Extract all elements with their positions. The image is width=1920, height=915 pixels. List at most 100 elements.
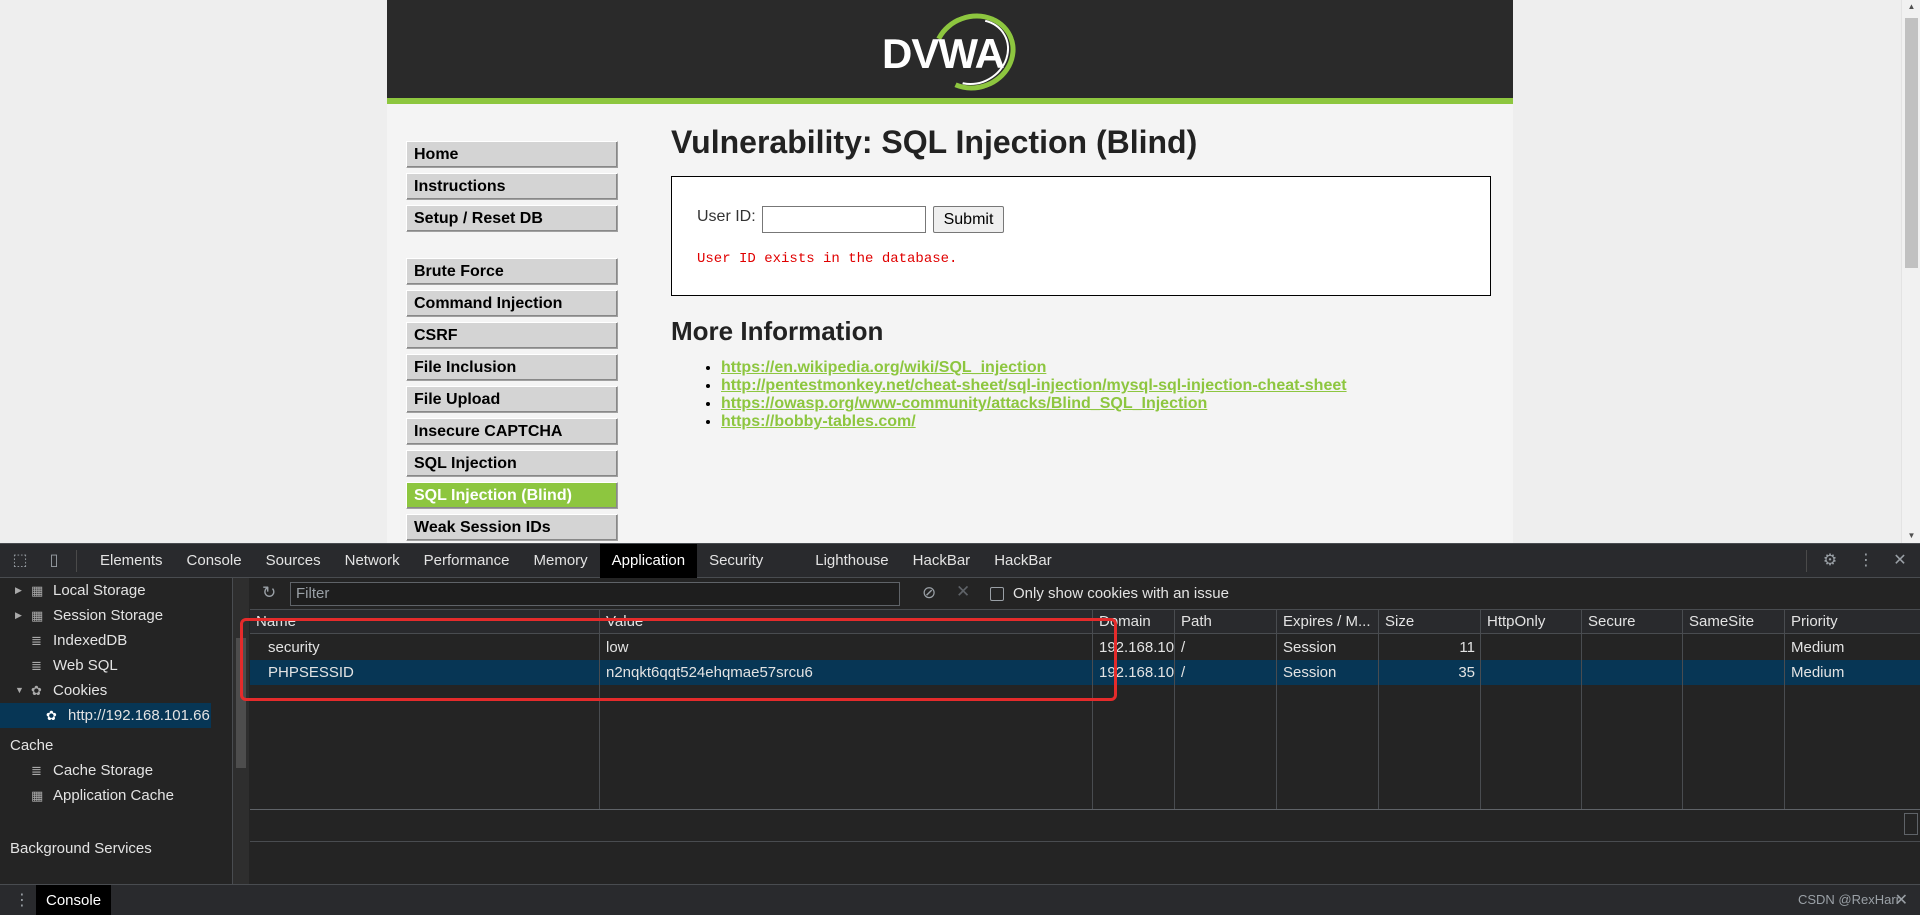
preview-divider (250, 841, 1920, 842)
table-row[interactable]: PHPSESSID n2nqkt6qqt524ehqmae57srcu6 192… (250, 660, 1920, 685)
column-header-path[interactable]: Path (1181, 613, 1212, 630)
user-id-input[interactable] (762, 206, 926, 233)
menu-item-setup[interactable]: Setup / Reset DB (406, 205, 618, 232)
gear-icon[interactable]: ⚙ (1822, 552, 1838, 569)
table-header: Name Value Domain Path Expires / M... Si… (250, 610, 1920, 634)
menu-item-csrf[interactable]: CSRF (406, 322, 618, 349)
cookie-expires: Session (1283, 639, 1337, 656)
menu-item-home[interactable]: Home (406, 141, 618, 168)
scrollbar-thumb[interactable] (236, 638, 246, 768)
tab-hackbar-2[interactable]: HackBar (994, 552, 1052, 569)
table-row[interactable]: security low 192.168.10... / Session 11 … (250, 635, 1920, 660)
only-issue-label: Only show cookies with an issue (1013, 585, 1229, 602)
expand-arrow-icon[interactable]: ▶ (15, 585, 22, 595)
menu-item-sql-injection-blind[interactable]: SQL Injection (Blind) (406, 482, 618, 509)
tab-application[interactable]: Application (599, 544, 698, 578)
list-item: https://en.wikipedia.org/wiki/SQL_inject… (721, 359, 1491, 377)
sidebar-item-label: Session Storage (53, 607, 164, 624)
tab-performance[interactable]: Performance (423, 552, 510, 569)
tab-lighthouse[interactable]: Lighthouse (815, 552, 889, 569)
tab-console[interactable]: Console (186, 552, 242, 569)
collapse-arrow-icon[interactable]: ▼ (15, 685, 24, 695)
column-divider[interactable] (1581, 610, 1582, 810)
cookie-value: n2nqkt6qqt524ehqmae57srcu6 (606, 664, 813, 681)
tab-memory[interactable]: Memory (533, 552, 588, 569)
clear-all-icon[interactable]: ⊘ (922, 583, 937, 602)
tab-elements[interactable]: Elements (100, 552, 163, 569)
logo-text: DVWA (882, 30, 1005, 77)
resize-handle[interactable] (1904, 813, 1918, 835)
menu-item-command-injection[interactable]: Command Injection (406, 290, 618, 317)
tab-console-drawer[interactable]: Console (36, 885, 112, 915)
database-icon: ≣ (31, 658, 42, 673)
cookie-path: / (1181, 639, 1186, 656)
more-vertical-icon[interactable]: ⋮ (14, 892, 30, 909)
filter-input[interactable]: Filter (290, 582, 900, 606)
menu-item-sql-injection[interactable]: SQL Injection (406, 450, 618, 477)
column-divider[interactable] (1092, 610, 1093, 810)
menu-gap (406, 237, 618, 258)
device-toolbar-icon[interactable]: ▯ (49, 552, 59, 569)
column-divider[interactable] (1378, 610, 1379, 810)
page-scrollbar[interactable]: ▲ ▼ (1901, 0, 1920, 543)
column-header-value[interactable]: Value (606, 613, 644, 630)
scroll-up-icon[interactable]: ▲ (1907, 2, 1916, 11)
cookie-table: Name Value Domain Path Expires / M... Si… (250, 610, 1920, 884)
tab-hackbar[interactable]: HackBar (912, 552, 971, 569)
column-header-domain[interactable]: Domain (1099, 613, 1151, 630)
scrollbar-thumb[interactable] (1905, 18, 1918, 268)
tab-sources[interactable]: Sources (265, 552, 321, 569)
column-header-secure[interactable]: Secure (1588, 613, 1636, 630)
menu-item-brute-force[interactable]: Brute Force (406, 258, 618, 285)
expand-arrow-icon[interactable]: ▶ (15, 610, 22, 620)
menu-item-file-upload[interactable]: File Upload (406, 386, 618, 413)
column-header-expires[interactable]: Expires / M... (1283, 613, 1371, 630)
column-header-priority[interactable]: Priority (1791, 613, 1838, 630)
column-header-name[interactable]: Name (256, 613, 297, 630)
column-divider[interactable] (1174, 610, 1175, 810)
user-id-label: User ID: (697, 208, 756, 225)
scroll-down-icon[interactable]: ▼ (1907, 531, 1916, 540)
link-wikipedia[interactable]: https://en.wikipedia.org/wiki/SQL_inject… (721, 359, 1047, 376)
delete-selected-icon[interactable]: ✕ (956, 582, 971, 601)
menu-item-file-inclusion[interactable]: File Inclusion (406, 354, 618, 381)
close-icon[interactable]: ✕ (1893, 552, 1907, 569)
link-owasp[interactable]: https://owasp.org/www-community/attacks/… (721, 395, 1208, 412)
sidebar-item-label: IndexedDB (53, 632, 128, 649)
console-drawer: ⋮ Console CSDN @RexHarr ✕ (0, 884, 1920, 915)
column-header-httponly[interactable]: HttpOnly (1487, 613, 1546, 630)
sidebar-item-cookie-origin[interactable]: ✿ http://192.168.101.66 (0, 703, 211, 728)
column-divider[interactable] (1480, 610, 1481, 810)
sidebar-scrollbar[interactable] (233, 578, 249, 884)
column-divider[interactable] (1276, 610, 1277, 810)
column-divider[interactable] (599, 610, 600, 810)
close-icon[interactable]: ✕ (1894, 892, 1908, 909)
tab-security[interactable]: Security (709, 552, 764, 569)
application-sidebar: ▶ ▦ Local Storage ▶ ▦ Session Storage ≣ … (0, 578, 233, 884)
link-bobby-tables[interactable]: https://bobby-tables.com/ (721, 413, 916, 430)
submit-button[interactable]: Submit (933, 206, 1004, 233)
tab-network[interactable]: Network (344, 552, 400, 569)
link-pentestmonkey[interactable]: http://pentestmonkey.net/cheat-sheet/sql… (721, 377, 1347, 394)
menu-item-instructions[interactable]: Instructions (406, 173, 618, 200)
column-header-size[interactable]: Size (1385, 613, 1415, 630)
inspect-element-icon[interactable]: ⬚ (12, 552, 28, 569)
column-divider[interactable] (1784, 610, 1785, 810)
table-icon: ▦ (31, 608, 44, 623)
column-header-samesite[interactable]: SameSite (1689, 613, 1755, 630)
menu-item-insecure-captcha[interactable]: Insecure CAPTCHA (406, 418, 618, 445)
sidebar-item-label: Local Storage (53, 582, 146, 599)
devtools-tabs: Elements Console Sources Network Perform… (88, 544, 1064, 578)
sidebar-item-label: http://192.168.101.66 (68, 707, 210, 724)
more-vertical-icon[interactable]: ⋮ (1858, 552, 1874, 569)
sidebar-item-label: Application Cache (53, 787, 174, 804)
menu-item-weak-session-ids[interactable]: Weak Session IDs (406, 514, 618, 541)
cookie-icon: ✿ (31, 683, 42, 698)
sidebar-item-label: Cookies (53, 682, 108, 699)
sidebar-item-label: Cache Storage (53, 762, 154, 779)
column-divider[interactable] (1682, 610, 1683, 810)
cookie-expires: Session (1283, 664, 1337, 681)
only-issue-checkbox[interactable] (990, 587, 1004, 601)
refresh-icon[interactable]: ↻ (262, 583, 277, 602)
dvwa-page: DVWA Home Instructions Setup / Reset DB … (387, 0, 1513, 543)
